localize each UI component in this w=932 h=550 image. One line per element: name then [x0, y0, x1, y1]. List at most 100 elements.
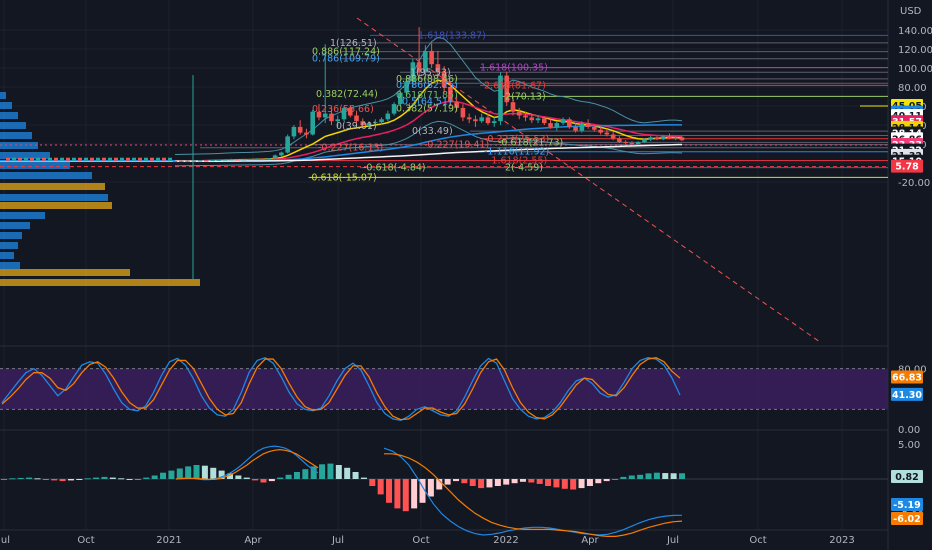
price-badge-label: -6.02	[893, 514, 920, 525]
fib-label: 1(126.51)	[330, 38, 377, 49]
candle-body	[60, 157, 64, 161]
candle-body	[48, 157, 52, 161]
macd-histogram-bar	[453, 479, 459, 482]
macd-histogram-bar	[84, 478, 91, 480]
candle-body	[178, 160, 184, 162]
candle-body	[316, 111, 322, 118]
candle-body	[266, 158, 272, 160]
macd-histogram-bar	[628, 475, 635, 479]
macd-histogram-bar	[126, 479, 133, 480]
macd-histogram-bar	[176, 468, 183, 479]
macd-histogram-bar	[151, 475, 158, 479]
candle-body	[548, 123, 553, 127]
x-tick-label: 2023	[829, 535, 854, 546]
macd-histogram-bar	[193, 465, 200, 479]
candle-body	[114, 157, 118, 161]
candle-body	[30, 157, 34, 161]
price-badge	[891, 370, 923, 384]
candle-body	[279, 152, 284, 156]
macd-histogram-bar	[478, 479, 485, 489]
macd-histogram-bar	[411, 479, 418, 509]
candle-body	[541, 118, 547, 124]
macd-histogram-bar	[319, 464, 326, 479]
stoch-d-line	[1, 357, 681, 421]
fib-label: -0.618(-4.84)	[363, 163, 426, 174]
macd-histogram-bar	[277, 477, 284, 479]
macd-histogram-bar	[653, 472, 660, 479]
candle-body	[529, 117, 535, 121]
candle-body	[241, 159, 247, 161]
macd-histogram-bar	[344, 467, 351, 479]
macd-histogram-bar	[134, 479, 141, 480]
candle-body	[592, 126, 597, 130]
candle-body	[535, 118, 541, 121]
candle-body	[72, 157, 76, 161]
candle-body	[18, 157, 22, 161]
volume-bar	[0, 202, 112, 209]
macd-histogram-bar	[620, 476, 627, 479]
macd-histogram-bar	[578, 479, 585, 489]
volume-bar	[0, 142, 38, 149]
candle-body	[441, 71, 447, 87]
candle-body	[435, 64, 441, 72]
price-badge	[891, 470, 923, 483]
macd-histogram-bar	[461, 479, 468, 484]
moving-averages	[0, 79, 683, 163]
candle-body	[260, 158, 265, 160]
volume-bar	[0, 132, 32, 139]
x-tick-label: Apr	[244, 535, 262, 546]
trend-line	[356, 17, 821, 343]
candle-body	[404, 81, 409, 93]
macd-histogram-bar	[310, 466, 317, 479]
volume-bar	[0, 212, 45, 219]
candle-body	[567, 119, 572, 127]
fib-label: 0.5(64.51)	[402, 97, 452, 108]
macd-histogram-bar	[160, 472, 167, 479]
candle-body	[654, 137, 660, 140]
price-badge-label: 0.82	[895, 472, 918, 483]
candle-body	[648, 137, 654, 140]
candle-body	[222, 159, 228, 161]
macd-histogram-bar	[511, 479, 518, 484]
volume-bar	[0, 162, 70, 169]
candle-body	[485, 117, 491, 124]
candle-body	[629, 143, 635, 145]
candle-body	[197, 160, 203, 162]
upper-band	[174, 36, 683, 156]
candle-body	[679, 137, 685, 141]
macd-line	[383, 447, 683, 536]
candle-body	[523, 115, 528, 118]
x-tick-label: Apr	[581, 535, 599, 546]
candle-body	[132, 157, 136, 161]
macd-histogram-bar	[570, 479, 577, 490]
price-badge	[891, 159, 923, 173]
macd-histogram-bar	[586, 479, 593, 486]
x-tick-label: Oct	[749, 535, 766, 546]
macd-histogram-bar	[260, 479, 267, 483]
candle-body	[498, 75, 503, 122]
macd-histogram-bar	[536, 479, 543, 484]
fib-label: 0.786(109.79)	[312, 54, 380, 65]
macd-histogram-bar	[185, 466, 192, 479]
candle-body	[473, 119, 478, 122]
candle-body	[416, 62, 422, 72]
candle-body	[66, 157, 70, 161]
macd-histogram-bar	[553, 479, 560, 488]
candle-body	[203, 160, 209, 162]
candle-body	[642, 139, 647, 143]
volume-bar	[0, 112, 18, 119]
macd-histogram-bar	[469, 479, 476, 486]
stoch-band	[0, 368, 888, 410]
x-tick-label: Jul	[0, 535, 10, 546]
macd-histogram-bar	[218, 470, 225, 479]
candle-body	[673, 137, 679, 139]
macd-histogram-bar	[486, 479, 493, 488]
candle-body	[24, 157, 28, 161]
macd-histogram-bar	[444, 479, 451, 485]
fib-label: -1.116(11.92)	[484, 147, 549, 158]
macd-histogram-bar	[327, 463, 334, 479]
candle-body	[272, 155, 278, 159]
candle-body	[504, 75, 510, 103]
